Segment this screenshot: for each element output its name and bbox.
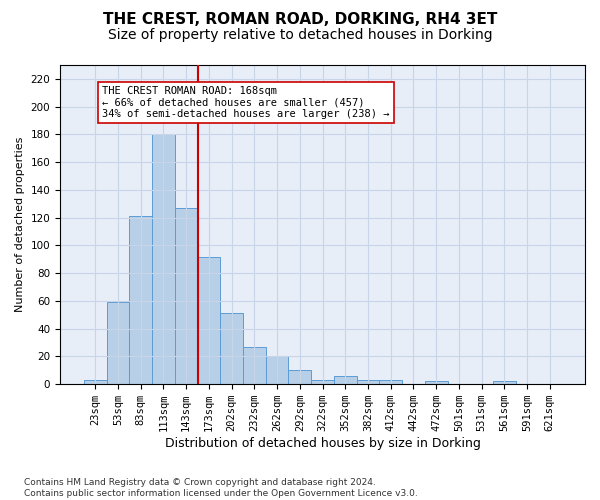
Bar bbox=[289, 370, 311, 384]
Bar bbox=[425, 382, 448, 384]
Bar bbox=[266, 356, 289, 384]
Bar bbox=[130, 216, 152, 384]
Bar bbox=[379, 380, 402, 384]
Bar bbox=[220, 314, 243, 384]
Text: THE CREST, ROMAN ROAD, DORKING, RH4 3ET: THE CREST, ROMAN ROAD, DORKING, RH4 3ET bbox=[103, 12, 497, 28]
Bar bbox=[197, 256, 220, 384]
Bar bbox=[107, 302, 130, 384]
Bar bbox=[356, 380, 379, 384]
Bar bbox=[175, 208, 197, 384]
Y-axis label: Number of detached properties: Number of detached properties bbox=[15, 137, 25, 312]
Bar bbox=[334, 376, 356, 384]
Bar bbox=[493, 382, 515, 384]
X-axis label: Distribution of detached houses by size in Dorking: Distribution of detached houses by size … bbox=[164, 437, 481, 450]
Text: Size of property relative to detached houses in Dorking: Size of property relative to detached ho… bbox=[107, 28, 493, 42]
Bar bbox=[84, 380, 107, 384]
Bar bbox=[311, 380, 334, 384]
Text: THE CREST ROMAN ROAD: 168sqm
← 66% of detached houses are smaller (457)
34% of s: THE CREST ROMAN ROAD: 168sqm ← 66% of de… bbox=[102, 86, 389, 119]
Bar bbox=[152, 134, 175, 384]
Bar bbox=[243, 346, 266, 384]
Text: Contains HM Land Registry data © Crown copyright and database right 2024.
Contai: Contains HM Land Registry data © Crown c… bbox=[24, 478, 418, 498]
